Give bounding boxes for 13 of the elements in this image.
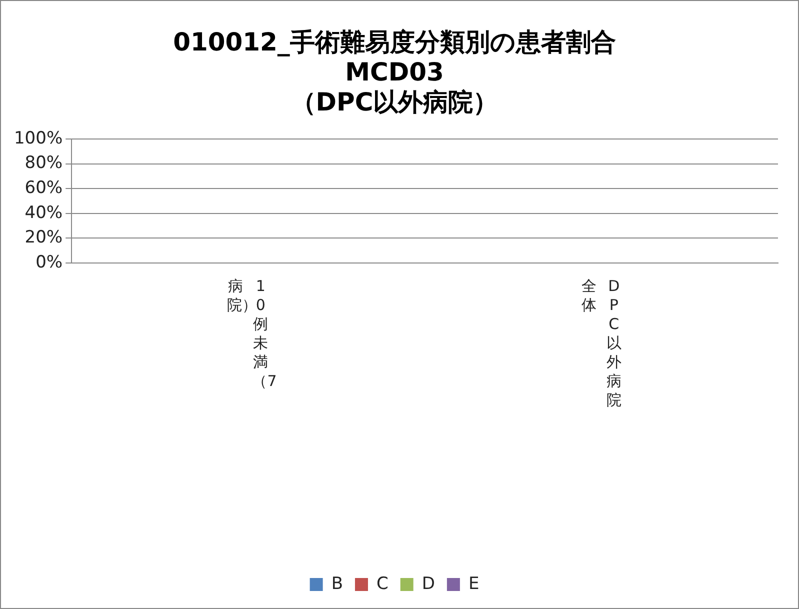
category-label: 10例未満（7病院） (227, 277, 277, 390)
y-tick-label: 100% (14, 128, 63, 148)
chart-title: 010012_手術難易度分類別の患者割合 MCD03 （DPC以外病院） (173, 28, 616, 116)
legend-label: D (422, 574, 435, 594)
y-tick-label: 60% (24, 178, 63, 198)
legend-label: C (376, 574, 388, 594)
y-tick-label: 0% (36, 252, 63, 272)
legend-label: E (468, 574, 480, 594)
y-tick-label: 80% (24, 153, 63, 174)
legend-label: B (331, 574, 343, 594)
y-tick-label: 40% (24, 202, 63, 223)
category-label: DPC以外病院全体 (581, 277, 622, 409)
y-tick-label: 20% (24, 228, 63, 248)
